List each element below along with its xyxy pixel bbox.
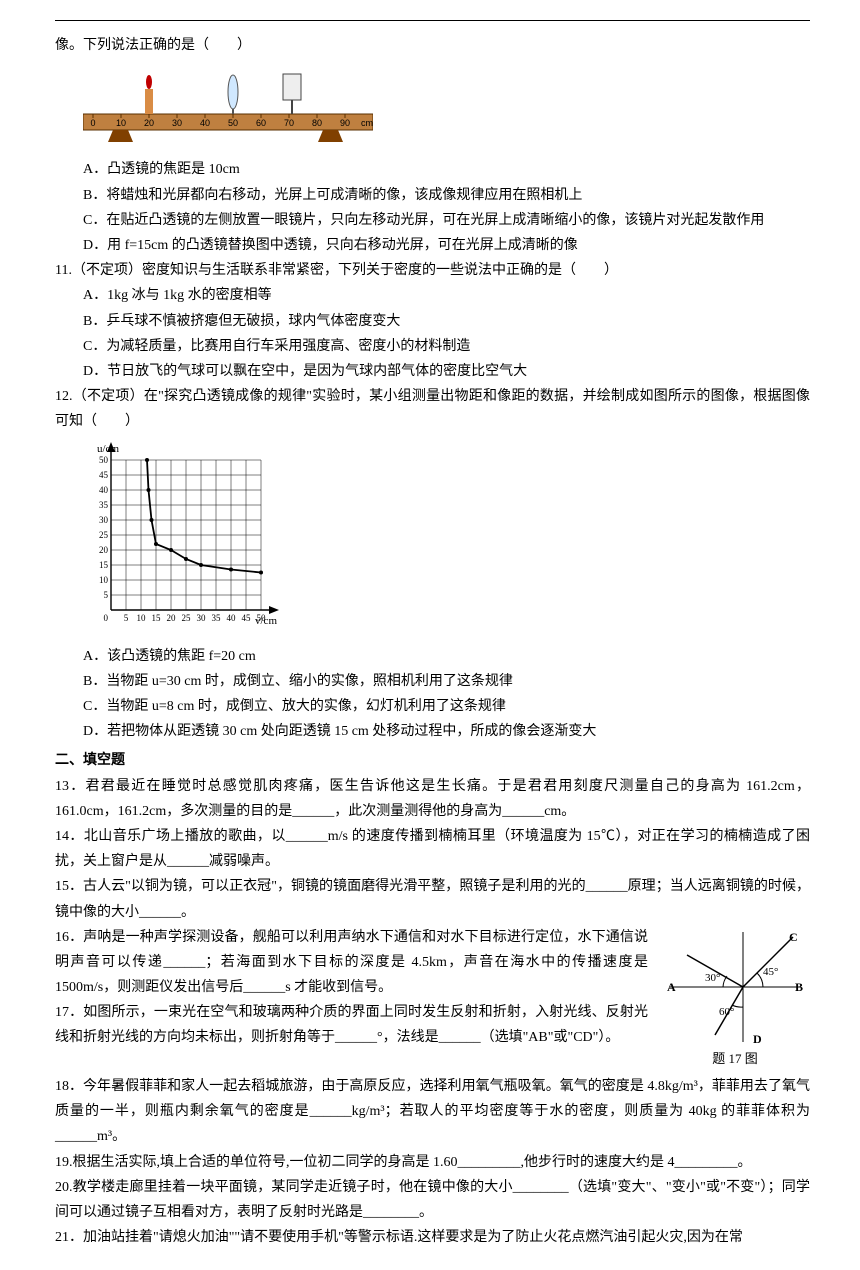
- svg-text:30: 30: [197, 613, 207, 623]
- q12-stem: 12.（不定项）在"探究凸透镜成像的规律"实验时，某小组测量出物距和像距的数据，…: [55, 384, 810, 434]
- svg-text:50: 50: [228, 118, 238, 128]
- q11-opt-d: D．节日放飞的气球可以飘在空中，是因为气球内部气体的密度比空气大: [55, 359, 810, 384]
- q12-opt-a: A．该凸透镜的焦距 f=20 cm: [55, 644, 810, 669]
- svg-text:10: 10: [99, 575, 109, 585]
- svg-text:50: 50: [257, 613, 267, 623]
- q12-opt-b: B．当物距 u=30 cm 时，成倒立、缩小的实像，照相机利用了这条规律: [55, 669, 810, 694]
- svg-text:45°: 45°: [763, 966, 778, 978]
- svg-text:u/cm: u/cm: [97, 443, 119, 455]
- svg-text:35: 35: [99, 500, 109, 510]
- svg-text:60: 60: [256, 118, 266, 128]
- q19: 19.根据生活实际,填上合适的单位符号,一位初二同学的身高是 1.60_____…: [55, 1150, 810, 1175]
- svg-text:0: 0: [90, 118, 95, 128]
- svg-text:45: 45: [99, 470, 109, 480]
- svg-text:25: 25: [99, 530, 109, 540]
- svg-text:70: 70: [284, 118, 294, 128]
- q14: 14．北山音乐广场上播放的歌曲，以______m/s 的速度传播到楠楠耳里（环境…: [55, 824, 810, 874]
- svg-text:B: B: [795, 980, 803, 994]
- svg-text:30°: 30°: [705, 972, 720, 984]
- svg-text:A: A: [667, 980, 676, 994]
- figure-q10-optics: 0 10 20 30 40 50 60 70 80 90 cm: [83, 64, 810, 153]
- svg-text:30: 30: [172, 118, 182, 128]
- svg-text:10: 10: [116, 118, 126, 128]
- svg-text:45: 45: [242, 613, 252, 623]
- svg-text:25: 25: [182, 613, 192, 623]
- q11-stem: 11.（不定项）密度知识与生活联系非常紧密，下列关于密度的一些说法中正确的是（ …: [55, 258, 810, 283]
- svg-text:40: 40: [227, 613, 237, 623]
- q12-opt-d: D．若把物体从距透镜 30 cm 处向距透镜 15 cm 处移动过程中，所成的像…: [55, 719, 810, 744]
- q13: 13．君君最近在睡觉时总感觉肌肉疼痛，医生告诉他这是生长痛。于是君君用刻度尺测量…: [55, 774, 810, 824]
- svg-text:5: 5: [104, 590, 109, 600]
- q18: 18．今年暑假菲菲和家人一起去稻城旅游，由于高原反应，选择利用氧气瓶吸氧。氧气的…: [55, 1074, 810, 1150]
- svg-text:50: 50: [99, 455, 109, 465]
- q20: 20.教学楼走廊里挂着一块平面镜，某同学走近镜子时，他在镜中像的大小______…: [55, 1175, 810, 1225]
- svg-text:60°: 60°: [719, 1006, 734, 1018]
- q11-opt-c: C．为减轻质量，比赛用自行车采用强度高、密度小的材料制造: [55, 334, 810, 359]
- q21: 21．加油站挂着"请熄火加油""请不要使用手机"等警示标语.这样要求是为了防止火…: [55, 1225, 810, 1250]
- q10-opt-d: D．用 f=15cm 的凸透镜替换图中透镜，只向右移动光屏，可在光屏上成清晰的像: [55, 233, 810, 258]
- figure-q17: 30° 45° 60° A B C D 题 17 图: [660, 927, 810, 1070]
- svg-text:30: 30: [99, 515, 109, 525]
- q10-intro: 像。下列说法正确的是（ ）: [55, 33, 810, 58]
- svg-text:40: 40: [99, 485, 109, 495]
- q15: 15．古人云"以铜为镜，可以正衣冠"，铜镜的镜面磨得光滑平整，照镜子是利用的光的…: [55, 874, 810, 924]
- q11-opt-b: B．乒乓球不慎被挤瘪但无破损，球内气体密度变大: [55, 309, 810, 334]
- svg-text:80: 80: [312, 118, 322, 128]
- q10-opt-b: B．将蜡烛和光屏都向右移动，光屏上可成清晰的像，该成像规律应用在照相机上: [55, 183, 810, 208]
- svg-text:10: 10: [137, 613, 147, 623]
- svg-text:5: 5: [124, 613, 129, 623]
- svg-text:cm: cm: [361, 118, 373, 128]
- figure-q17-caption: 题 17 图: [660, 1047, 810, 1070]
- q10-opt-a: A．凸透镜的焦距是 10cm: [55, 157, 810, 182]
- svg-text:20: 20: [99, 545, 109, 555]
- q11-opt-a: A．1kg 冰与 1kg 水的密度相等: [55, 283, 810, 308]
- svg-text:35: 35: [212, 613, 222, 623]
- svg-text:0: 0: [104, 613, 109, 623]
- svg-text:C: C: [789, 930, 798, 944]
- svg-text:40: 40: [200, 118, 210, 128]
- svg-text:15: 15: [152, 613, 162, 623]
- q10-opt-c: C．在贴近凸透镜的左侧放置一眼镜片，只向左移动光屏，可在光屏上成清晰缩小的像，该…: [55, 208, 810, 233]
- q12-opt-c: C．当物距 u=8 cm 时，成倒立、放大的实像，幻灯机利用了这条规律: [55, 694, 810, 719]
- section-fill-title: 二、填空题: [55, 748, 810, 773]
- svg-text:90: 90: [340, 118, 350, 128]
- svg-text:D: D: [753, 1032, 762, 1046]
- svg-text:20: 20: [144, 118, 154, 128]
- svg-text:20: 20: [167, 613, 177, 623]
- figure-q12-graph: u/cm v/cm 5101520253035404550 5101520253…: [83, 440, 810, 639]
- svg-text:15: 15: [99, 560, 109, 570]
